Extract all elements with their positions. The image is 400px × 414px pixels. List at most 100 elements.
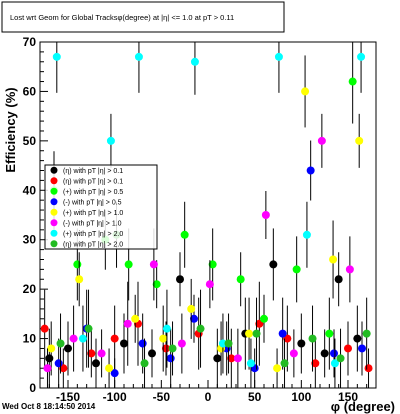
data-point <box>301 87 310 96</box>
data-point <box>140 359 149 368</box>
data-point <box>196 324 205 333</box>
data-point <box>325 329 334 338</box>
data-point <box>297 339 306 348</box>
data-point <box>292 265 301 274</box>
data-point <box>134 52 143 61</box>
data-point <box>278 329 287 338</box>
data-point <box>355 136 364 145</box>
y-axis: 0 10 20 30 40 50 60 70 <box>23 35 48 395</box>
y-tick-label: 30 <box>23 233 37 247</box>
data-point <box>87 349 96 358</box>
legend-marker <box>50 177 58 185</box>
data-point <box>357 52 366 61</box>
data-point <box>84 324 93 333</box>
x-tick-label: 50 <box>248 390 262 404</box>
y-tick-label: 10 <box>23 332 37 346</box>
data-point <box>329 255 338 264</box>
data-point <box>159 334 168 343</box>
data-point <box>311 359 320 368</box>
data-point <box>166 354 175 363</box>
data-point <box>274 52 283 61</box>
data-point <box>110 369 119 378</box>
data-point <box>138 339 147 348</box>
data-point <box>149 260 158 269</box>
x-tick-label: -150 <box>56 390 80 404</box>
data-point <box>131 314 140 323</box>
data-point <box>344 344 352 353</box>
legend-entry: (η) with pT |η| > 0.1 <box>63 168 123 175</box>
data-point <box>92 359 100 368</box>
x-tick-label: 0 <box>205 390 212 404</box>
data-point <box>252 329 261 338</box>
x-tick-label: 150 <box>338 390 358 404</box>
y-tick-label: 70 <box>23 35 37 49</box>
data-point <box>358 344 366 353</box>
legend-entry: (-) with pT |η| > 1.0 <box>63 220 122 227</box>
data-point <box>348 77 357 86</box>
legend: (η) with pT |η| > 0.1 (η) with pT |η| > 0… <box>44 164 158 250</box>
data-point <box>246 359 255 368</box>
title-box: Lost wrt Geom for Global Tracksφ(degree)… <box>1 1 285 33</box>
data-markers <box>40 42 373 388</box>
data-point <box>227 354 236 363</box>
data-point <box>317 136 326 145</box>
data-point <box>233 354 242 363</box>
data-point <box>105 364 114 373</box>
data-point <box>64 344 72 353</box>
data-point <box>54 359 63 368</box>
legend-entry: (-) with pT |η| > 0.5 <box>63 199 122 206</box>
data-point <box>280 359 289 368</box>
data-point <box>269 260 278 269</box>
data-point <box>245 329 254 338</box>
legend-marker <box>50 208 58 216</box>
footer-timestamp: Wed Oct 8 18:14:50 2014 <box>2 402 96 411</box>
y-tick-label: 50 <box>23 134 37 148</box>
data-point <box>345 265 354 274</box>
y-tick-label: 0 <box>29 381 36 395</box>
data-point <box>120 339 128 348</box>
legend-frame <box>44 164 158 250</box>
data-point <box>289 349 298 358</box>
x-tick-label: -100 <box>103 390 127 404</box>
legend-marker <box>50 166 58 174</box>
data-point <box>43 364 52 373</box>
title-frame <box>1 1 285 33</box>
data-point <box>110 334 119 343</box>
data-point <box>320 349 329 358</box>
data-point <box>330 349 338 358</box>
data-point <box>273 364 282 373</box>
legend-marker <box>50 219 58 227</box>
data-point <box>334 275 343 284</box>
data-point <box>75 275 84 284</box>
data-point <box>236 275 245 284</box>
data-point <box>187 304 196 313</box>
y-tick-label: 60 <box>23 84 37 98</box>
data-point <box>213 354 222 363</box>
legend-entry: (+) with pT |η| > 0.5 <box>63 189 123 196</box>
y-axis-title: Efficiency (%) <box>3 87 18 172</box>
data-point <box>148 349 156 358</box>
x-axis-title: φ (degree) <box>331 399 395 414</box>
data-point <box>302 230 311 239</box>
data-point <box>362 329 371 338</box>
data-point <box>218 339 227 348</box>
legend-entry: (+) with pT |η| > 1.0 <box>63 210 123 217</box>
data-point <box>260 314 268 323</box>
data-point <box>78 334 87 343</box>
data-point <box>353 334 362 343</box>
data-point <box>40 324 49 333</box>
data-point <box>106 136 115 145</box>
x-tick-label: 100 <box>291 390 311 404</box>
legend-entry: (+) with pT |η| > 2.0 <box>63 231 123 238</box>
data-point <box>308 334 317 343</box>
data-point <box>52 52 61 61</box>
x-tick-label: -50 <box>153 390 171 404</box>
data-point <box>336 354 345 363</box>
data-point <box>177 339 186 348</box>
data-point <box>47 344 56 353</box>
legend-entry: (η) with pT |η| > 2.0 <box>63 241 123 248</box>
data-point <box>123 319 132 328</box>
data-point <box>152 280 161 289</box>
legend-marker <box>50 229 58 237</box>
